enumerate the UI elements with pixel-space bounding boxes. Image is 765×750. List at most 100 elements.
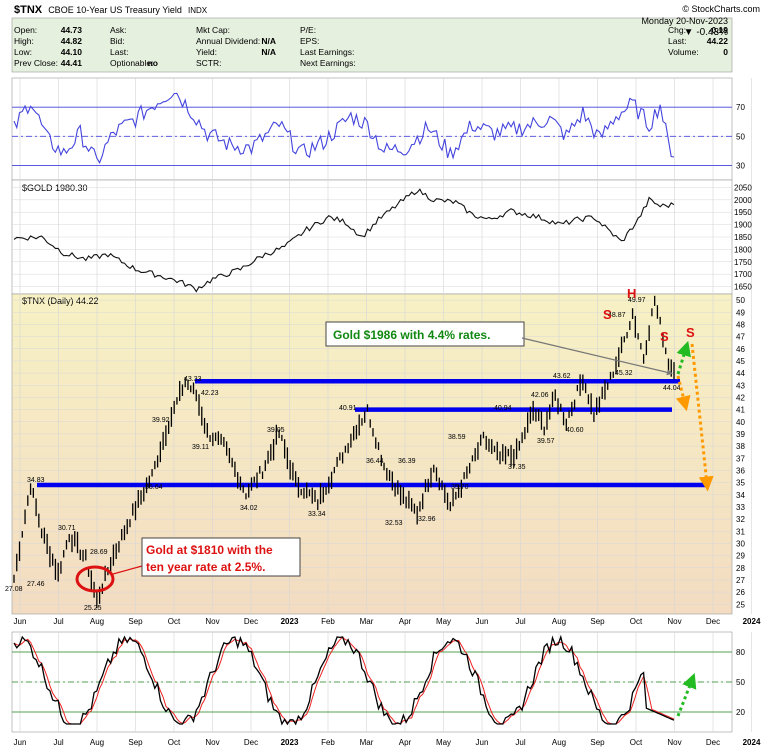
hs-right-shoulder: S bbox=[660, 329, 669, 344]
price-label: 44.04 bbox=[663, 385, 681, 392]
quote-grid: Open: 44.73 Ask: Mkt Cap: P/E: Chg: -0.19 High:… bbox=[14, 25, 728, 68]
y-tick-label: 35 bbox=[736, 479, 745, 488]
y-tick-label: 31 bbox=[736, 527, 745, 536]
tnx-price-labels: 27.08 34.83 27.46 30.71 28.69 25.25 35.64 39.92… bbox=[5, 297, 681, 612]
y-tick-label: 45 bbox=[736, 357, 745, 366]
y-tick-label: 29 bbox=[736, 552, 745, 561]
main-panel bbox=[11, 293, 733, 615]
x-axis-top: Jun Jul Aug Sep Oct Nov Dec 2023 Feb Mar Apr May Jun… bbox=[14, 617, 761, 626]
y-tick-label: 38 bbox=[736, 442, 745, 451]
price-label: 34.02 bbox=[240, 505, 258, 512]
header-panel bbox=[11, 17, 733, 73]
y-tick-label: 80 bbox=[736, 648, 745, 657]
y-tick-label: 49 bbox=[736, 308, 745, 317]
x-tick-label: Mar bbox=[360, 738, 374, 747]
annotation-gold-1810: Gold at $1810 with the ten year rate at … bbox=[75, 537, 301, 593]
arrow-stoch-green bbox=[676, 673, 697, 717]
y-tick-label: 26 bbox=[736, 588, 745, 597]
y-tick-label: 41 bbox=[736, 406, 745, 415]
support-lines bbox=[37, 378, 706, 488]
gold-line bbox=[13, 188, 675, 293]
quote-label: Mkt Cap: bbox=[196, 25, 230, 35]
x-tick-label: Aug bbox=[552, 738, 566, 747]
quote-value: N/A bbox=[261, 47, 276, 57]
annotation-box-1810 bbox=[141, 537, 301, 577]
price-label: 39.11 bbox=[192, 444, 209, 451]
x-tick-label: Feb bbox=[321, 617, 335, 626]
quote-value: 44.82 bbox=[61, 36, 83, 46]
price-label: 36.44 bbox=[366, 458, 384, 465]
y-tick-label: 48 bbox=[736, 320, 745, 329]
y-tick-label: 39 bbox=[736, 430, 745, 439]
x-tick-label: Aug bbox=[90, 617, 104, 626]
quote-label: Volume: bbox=[668, 47, 699, 57]
quote-label: SCTR: bbox=[196, 58, 222, 68]
x-tick-label: 2024 bbox=[743, 617, 761, 626]
y-tick-label: 1700 bbox=[734, 270, 752, 279]
quote-label: Optionable: bbox=[110, 58, 153, 68]
annotation-pointer bbox=[112, 565, 143, 575]
price-label: 25.25 bbox=[84, 605, 102, 612]
quote-value: 44.73 bbox=[61, 25, 83, 35]
x-tick-label: Apr bbox=[399, 617, 412, 626]
x-tick-label: 2023 bbox=[281, 617, 299, 626]
stoch-k-line bbox=[13, 634, 675, 726]
y-tick-label: 30 bbox=[736, 539, 745, 548]
x-tick-label: 2024 bbox=[743, 738, 761, 747]
annotation-text-1986: Gold $1986 with 4.4% rates. bbox=[333, 328, 490, 342]
x-tick-label: Jul bbox=[53, 738, 63, 747]
annotation-pointer-1986 bbox=[521, 337, 673, 376]
hs-head: H bbox=[627, 286, 636, 301]
x-tick-label: Dec bbox=[244, 738, 258, 747]
quote-value: 0 bbox=[723, 47, 728, 57]
quote-label: Last Earnings: bbox=[300, 47, 354, 57]
x-tick-label: Jun bbox=[14, 617, 27, 626]
main-axis: 50 49 48 47 46 45 44 43 42 41 40 39 38 37 36 35 34 33 32 31… bbox=[12, 296, 745, 609]
price-label: 32.53 bbox=[385, 520, 403, 527]
y-tick-label: 32 bbox=[736, 515, 745, 524]
y-tick-label: 50 bbox=[736, 132, 745, 141]
y-tick-label: 33 bbox=[736, 503, 745, 512]
y-tick-label: 27 bbox=[736, 576, 745, 585]
price-label: 39.57 bbox=[537, 438, 555, 445]
gold-axis: 2050 2000 1950 1900 1850 1800 1750 1700 1650 bbox=[12, 183, 752, 292]
x-tick-label: Jun bbox=[476, 617, 489, 626]
quote-label: Last: bbox=[668, 36, 686, 46]
price-label: 42.23 bbox=[201, 390, 219, 397]
x-tick-label: Jul bbox=[515, 617, 525, 626]
quote-label: Chg: bbox=[668, 25, 686, 35]
quote-label: Prev Close: bbox=[14, 58, 58, 68]
price-label: 40.60 bbox=[566, 427, 584, 434]
price-label: 27.08 bbox=[5, 586, 23, 593]
tnx-price-series bbox=[13, 295, 675, 609]
y-tick-label: 40 bbox=[736, 418, 745, 427]
rsi-series bbox=[12, 92, 732, 166]
price-label: 43.33 bbox=[184, 376, 202, 383]
y-tick-label: 50 bbox=[736, 296, 745, 305]
price-label: 36.39 bbox=[398, 458, 416, 465]
price-label: 32.96 bbox=[418, 516, 436, 523]
x-tick-label: Feb bbox=[321, 738, 335, 747]
main-panel-label: $TNX (Daily) 44.22 bbox=[22, 296, 99, 306]
y-tick-label: 46 bbox=[736, 345, 745, 354]
annotation-line-2: ten year rate at 2.5%. bbox=[146, 560, 265, 574]
y-tick-label: 37 bbox=[736, 454, 745, 463]
x-tick-label: Aug bbox=[90, 738, 104, 747]
chart-title: $TNX CBOE 10-Year US Treasury Yield INDX bbox=[14, 4, 208, 16]
price-label: 39.92 bbox=[152, 417, 170, 424]
x-tick-label: Jul bbox=[53, 617, 63, 626]
annotation-box-1986 bbox=[325, 321, 525, 347]
quote-value: -0.19 bbox=[709, 25, 729, 35]
down-arrow-icon: ▼ bbox=[684, 27, 697, 38]
quote-date: Monday 20-Nov-2023 bbox=[641, 16, 728, 26]
x-tick-label: May bbox=[436, 738, 451, 747]
quote-label: High: bbox=[14, 36, 34, 46]
x-tick-label: Jul bbox=[515, 738, 525, 747]
x-tick-label: Sep bbox=[128, 738, 143, 747]
y-tick-label: 28 bbox=[736, 564, 745, 573]
quote-label: Open: bbox=[14, 25, 37, 35]
quote-label: EPS: bbox=[300, 36, 319, 46]
quote-label: P/E: bbox=[300, 25, 316, 35]
x-tick-label: Mar bbox=[360, 617, 374, 626]
x-tick-label: Oct bbox=[630, 617, 643, 626]
